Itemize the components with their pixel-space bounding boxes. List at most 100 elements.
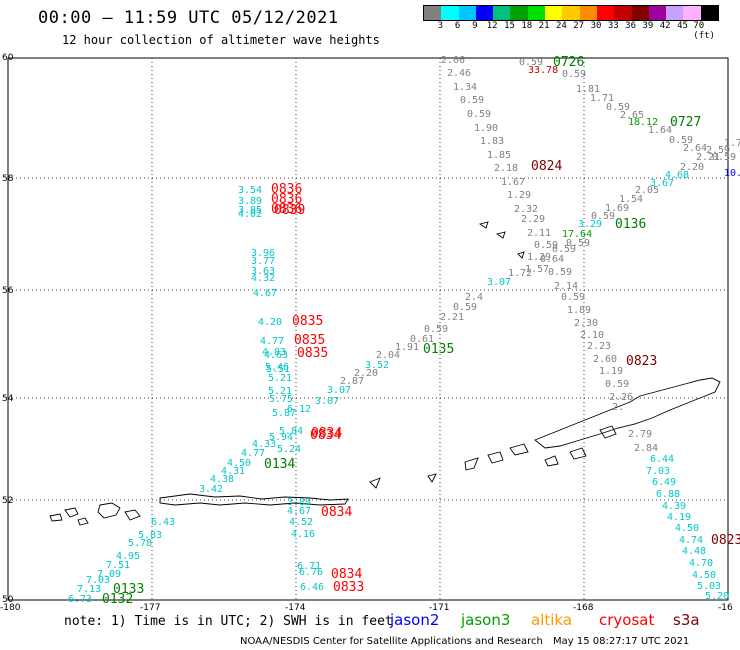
wave-height-label: 18.12 xyxy=(628,117,658,128)
color-scale-label: 9 xyxy=(472,21,478,31)
color-scale-label: 24 xyxy=(555,21,567,31)
wave-height-label: 5.21 xyxy=(268,386,292,397)
wave-height-label: 5.87 xyxy=(272,408,296,419)
pass-time-label: 0136 xyxy=(615,217,646,232)
color-swatch xyxy=(424,6,442,20)
wave-height-label: 2.64 xyxy=(683,143,707,154)
wave-height-label: 3.52 xyxy=(365,360,389,371)
wave-height-label: 2.65 xyxy=(620,110,644,121)
color-swatch xyxy=(441,6,459,20)
color-swatch xyxy=(493,6,511,20)
color-swatch xyxy=(666,6,684,20)
wave-height-label: 3.67 xyxy=(650,178,674,189)
wave-height-label: 0.59 xyxy=(562,69,586,80)
color-swatch xyxy=(648,6,667,20)
wave-height-label: 3.75 xyxy=(0,0,24,3)
lat-label: 54 xyxy=(2,394,14,404)
wave-height-label: 1.19 xyxy=(599,366,623,377)
wave-height-label: 1.64 xyxy=(648,125,672,136)
wave-height-label: 1.81 xyxy=(576,84,600,95)
color-scale-label: 12 xyxy=(486,21,498,31)
wave-height-label: 2.18 xyxy=(494,163,518,174)
lat-label: 50 xyxy=(2,595,14,605)
wave-height-label: 1.57 xyxy=(525,264,549,275)
color-scale-label: 45 xyxy=(677,21,688,31)
wave-height-label: 3.54 xyxy=(238,185,262,196)
wave-height-label: 2.84 xyxy=(634,443,658,454)
pass-time-label: 0824 xyxy=(531,159,562,174)
wave-height-label: 7.03 xyxy=(646,466,670,477)
wave-height-label: 2.11 xyxy=(527,228,551,239)
color-swatch xyxy=(596,6,615,20)
wave-height-label: 6.12 xyxy=(287,404,311,415)
wave-height-label: 0.59 xyxy=(566,238,590,249)
wave-height-label: 4.33 xyxy=(252,439,276,450)
color-scale-label: 30 xyxy=(590,21,602,31)
wave-height-label: 2.4 xyxy=(465,292,483,303)
wave-height-label: 0.61 xyxy=(410,334,434,345)
wave-height-label: 5.20 xyxy=(705,591,729,602)
color-swatch xyxy=(700,6,719,20)
wave-height-label: 5.75 xyxy=(269,394,293,405)
pass-time-label: 0836 xyxy=(271,202,302,217)
wave-height-label: 3.07 xyxy=(327,385,351,396)
color-swatch xyxy=(458,6,476,20)
wave-height-label: 6.71 xyxy=(297,561,321,572)
wave-height-label: 0.59 xyxy=(605,379,629,390)
wave-height-label: 1.89 xyxy=(567,305,591,316)
pass-time-label: 0823 xyxy=(711,533,740,548)
color-swatch xyxy=(510,6,528,20)
wave-height-label: 5.21 xyxy=(268,373,292,384)
lon-label: -177 xyxy=(140,603,160,613)
wave-height-label: 0.59 xyxy=(424,324,448,335)
color-swatch xyxy=(631,6,649,20)
wave-height-label: 2.32 xyxy=(514,204,538,215)
wave-height-label: 3.07 xyxy=(315,396,339,407)
legend-jason2: jason2 xyxy=(390,611,440,629)
time-labels: 0726072708240136083608360836083908350835… xyxy=(102,55,740,607)
color-scale-label: 70 (ft) xyxy=(693,21,715,41)
pass-time-label: 0836 xyxy=(271,182,302,197)
wave-height-label: 6.76 xyxy=(299,567,323,578)
wave-height-label: 5.50 xyxy=(0,0,24,3)
wave-height-label: 17.64 xyxy=(562,229,592,240)
color-scale-bar xyxy=(423,5,720,21)
wave-height-label: 0.59 xyxy=(552,244,576,255)
wave-height-label: 4.70 xyxy=(689,558,713,569)
wave-height-label: 3.96 xyxy=(251,248,275,259)
wave-height-label: 0.59 xyxy=(669,135,693,146)
wave-height-label: 4.32 xyxy=(251,273,275,284)
color-swatch xyxy=(527,6,546,20)
wave-height-label: 2.04 xyxy=(376,350,400,361)
lon-label: -174 xyxy=(285,603,306,613)
pass-time-label: 0823 xyxy=(626,354,657,369)
wave-height-label: 0.59 xyxy=(534,240,558,251)
wave-height-label: 0.59 xyxy=(453,302,477,313)
wave-height-label: 4.95 xyxy=(116,551,140,562)
wave-height-label: 5.24 xyxy=(277,444,301,455)
pass-time-label: 0132 xyxy=(102,592,133,607)
wave-height-label: 4.68 xyxy=(665,170,689,181)
legend-altika: altika xyxy=(531,611,573,629)
lat-label: 56 xyxy=(2,286,14,296)
lat-label: 58 xyxy=(2,174,14,184)
wave-height-label: 4.20 xyxy=(258,317,282,328)
wave-height-label: 4.50 xyxy=(675,523,699,534)
generated-timestamp: May 15 08:27:17 UTC 2021 xyxy=(553,636,690,647)
wave-height-label: 10. xyxy=(724,168,740,179)
wave-height-label: 1.90 xyxy=(474,123,498,134)
legend-jason3: jason3 xyxy=(461,611,511,629)
wave-height-label: 7.15 xyxy=(0,0,24,3)
wave-height-label: 4.50 xyxy=(227,458,251,469)
color-swatch xyxy=(475,6,494,20)
wave-height-label: 0.59 xyxy=(712,152,736,163)
color-swatch xyxy=(545,6,563,20)
wave-height-label: 0.59 xyxy=(548,267,572,278)
wave-height-label: 4.38 xyxy=(210,474,234,485)
pass-time-label: 0135 xyxy=(423,342,454,357)
wave-height-label: 4.97 xyxy=(0,0,24,3)
lat-lon-grid xyxy=(8,58,728,600)
wave-height-label: 33.78 xyxy=(528,65,558,76)
wave-height-label: 2.21 xyxy=(696,152,720,163)
